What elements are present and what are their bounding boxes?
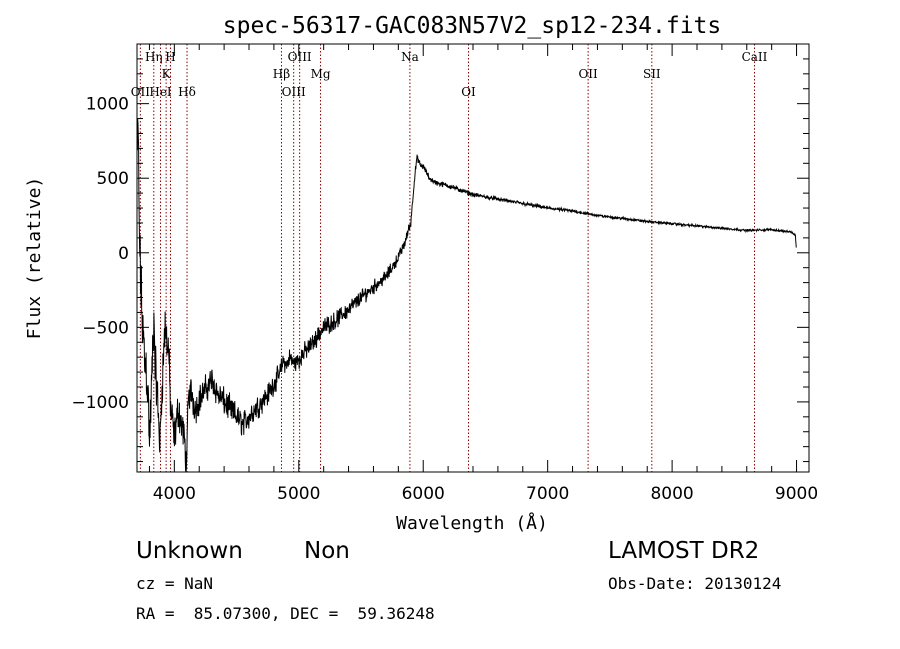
spectral-line-label: Na — [401, 50, 419, 64]
spectral-line-label: CaII — [742, 50, 768, 64]
object-class: Unknown — [136, 538, 243, 564]
spectrum-line — [136, 118, 797, 472]
spectral-line-label: OII — [578, 67, 598, 81]
spectral-line-label: Hβ — [273, 67, 290, 81]
y-tick-label: −500 — [82, 318, 129, 338]
y-tick-label: 1000 — [86, 95, 129, 115]
spectral-line-label: OIII — [288, 50, 312, 64]
x-tick-label: 7000 — [526, 484, 569, 504]
spectral-line-label: K — [162, 67, 172, 81]
redshift-cz: cz = NaN — [136, 574, 214, 593]
x-tick-label: 6000 — [402, 484, 445, 504]
spectral-line-label: HeI — [149, 85, 172, 99]
observation-date: Obs-Date: 20130124 — [608, 574, 782, 593]
x-axis-label: Wavelength (Å) — [396, 512, 548, 534]
spectral-line-labels: OII Hη HeI KH Hδ Hβ OIII OIII Mg Na OI OII SII CaII — [131, 50, 768, 99]
ra-dec-coordinates: RA = 85.07300, DEC = 59.36248 — [136, 604, 435, 623]
spectral-line-label: OII — [131, 85, 151, 99]
spectral-line-label: OI — [461, 85, 476, 99]
x-tick-label: 9000 — [775, 484, 818, 504]
spectral-line-label: H — [165, 50, 175, 64]
y-tick-label: 0 — [118, 244, 129, 264]
chart-title: spec-56317-GAC083N57V2_sp12-234.fits — [223, 13, 722, 39]
spectral-line-label: Hδ — [178, 85, 196, 99]
spectral-line-label: Mg — [311, 67, 331, 81]
axes: 4000 5000 6000 7000 8000 9000 −1000 −500 0 500 100… — [71, 43, 818, 504]
x-tick-label: 4000 — [153, 484, 196, 504]
x-tick-label: 8000 — [650, 484, 693, 504]
spectral-line-label: SII — [643, 67, 661, 81]
object-subclass: Non — [304, 538, 350, 564]
y-tick-label: 500 — [97, 169, 129, 189]
spectral-line-label: OIII — [282, 85, 306, 99]
survey-name: LAMOST DR2 — [608, 538, 760, 564]
y-axis-label: Flux (relative) — [24, 177, 45, 340]
x-tick-label: 5000 — [277, 484, 320, 504]
spectrum-series — [136, 118, 797, 472]
spectrum-chart: 4000 5000 6000 7000 8000 9000 −1000 −500 0 500 100… — [24, 13, 818, 534]
spectral-line-markers — [139, 44, 755, 472]
spectral-line-label: Hη — [145, 50, 163, 64]
y-tick-label: −1000 — [71, 393, 129, 413]
